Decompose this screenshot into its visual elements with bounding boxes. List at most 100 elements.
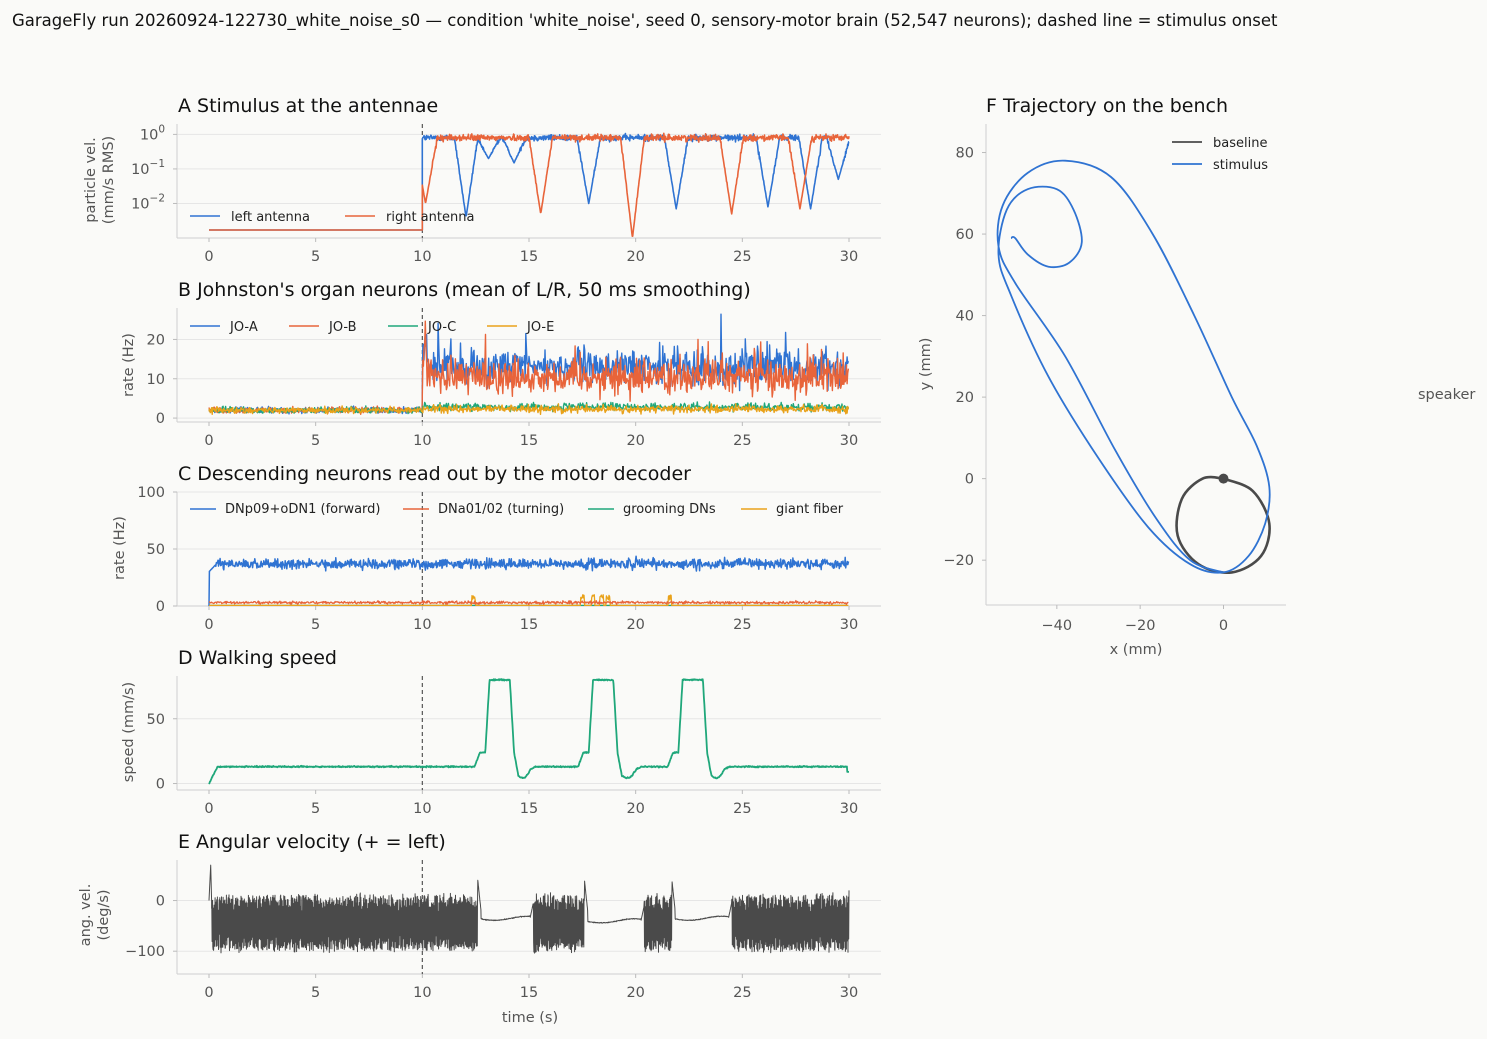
panel-d-xtick-label: 30 [840, 801, 858, 817]
panel-b-legend-label: JO-C [427, 320, 456, 335]
panel-e-xtick-label: 0 [204, 985, 213, 1001]
panel-f-ytick-label: 80 [956, 146, 974, 162]
panel-a-title: A Stimulus at the antennae [178, 95, 438, 117]
panel-a-ytick-label: 100 [140, 123, 165, 143]
panel-a-ylabel-line1: particle vel. [83, 137, 99, 222]
panel-d-xtick-label: 10 [413, 801, 431, 817]
panel-d-xtick-label: 15 [520, 801, 538, 817]
panel-f-start-marker [1218, 473, 1229, 484]
panel-c-legend-label: giant fiber [776, 502, 844, 517]
panel-b-ytick-label: 10 [147, 372, 165, 388]
panel-f-series-stimulus [996, 159, 1271, 574]
panel-b-legend-label: JO-A [229, 320, 258, 335]
panel-e-xlabel: time (s) [502, 1010, 558, 1026]
speaker-annotation: speaker [1418, 387, 1475, 403]
panel-b-ytick-label: 0 [156, 411, 165, 427]
panel-c-legend-label: grooming DNs [623, 502, 716, 517]
panel-c-legend-label: DNa01/02 (turning) [438, 502, 564, 517]
panel-f-ytick-label: 40 [956, 309, 974, 325]
panel-c-title: C Descending neurons read out by the mot… [178, 463, 691, 485]
panel-b-xtick-label: 10 [413, 433, 431, 449]
panel-e-angular-velocity: E Angular velocity (+ = left) ang. vel. … [78, 831, 881, 1026]
panel-f-title: F Trajectory on the bench [986, 95, 1228, 117]
panel-f-xtick-label: 0 [1219, 618, 1228, 634]
panel-c-legend-label: DNp09+oDN1 (forward) [225, 502, 381, 517]
panel-c-ytick-label: 100 [137, 485, 165, 501]
panel-b-xtick-label: 15 [520, 433, 538, 449]
panel-c-series-giant-fiber [208, 594, 849, 607]
panel-c-series-turning [208, 599, 849, 606]
panel-b-legend-label: JO-B [328, 320, 357, 335]
panel-a-xtick-label: 5 [311, 249, 320, 265]
panel-d-xtick-label: 0 [204, 801, 213, 817]
panel-e-xtick-label: 15 [520, 985, 538, 1001]
panel-c-xtick-label: 15 [520, 617, 538, 633]
panel-c-ylabel: rate (Hz) [112, 516, 128, 580]
panel-f-ytick-label: 20 [956, 390, 974, 406]
panel-e-xtick-label: 5 [311, 985, 320, 1001]
panel-b-johnstons-organ: B Johnston's organ neurons (mean of L/R,… [121, 279, 881, 449]
panel-f-series-baseline [1175, 475, 1271, 574]
panel-e-title: E Angular velocity (+ = left) [178, 831, 446, 853]
panel-b-ytick-label: 20 [147, 332, 165, 348]
panel-a-series-left-antenna [209, 132, 850, 231]
panel-b-legend-label: JO-E [526, 320, 554, 335]
panel-d-ytick-label: 50 [147, 712, 165, 728]
panel-b-ylabel: rate (Hz) [121, 333, 137, 397]
panel-b-xtick-label: 25 [733, 433, 751, 449]
panel-f-ylabel: y (mm) [918, 338, 934, 391]
panel-c-xtick-label: 5 [311, 617, 320, 633]
panel-a-xtick-label: 15 [520, 249, 538, 265]
panel-b-series-jo-e [208, 403, 850, 415]
panel-e-ytick-label: 0 [156, 894, 165, 910]
panel-c-xtick-label: 10 [413, 617, 431, 633]
panel-e-xtick-label: 30 [840, 985, 858, 1001]
panel-d-series-walking-speed [208, 678, 850, 785]
figure-suptitle: GarageFly run 20260924-122730_white_nois… [12, 11, 1278, 31]
panel-b-xtick-label: 5 [311, 433, 320, 449]
panel-f-ytick-label: 60 [956, 227, 974, 243]
panel-d-xtick-label: 5 [311, 801, 320, 817]
panel-f-ytick-label: −20 [943, 553, 974, 569]
panel-e-xtick-label: 25 [733, 985, 751, 1001]
panel-f-xlabel: x (mm) [1110, 642, 1163, 658]
panel-d-xtick-label: 25 [733, 801, 751, 817]
panel-f-ytick-label: 0 [965, 472, 974, 488]
panel-d-title: D Walking speed [178, 647, 337, 669]
panel-f-trajectory: F Trajectory on the bench y (mm) x (mm) … [918, 95, 1475, 658]
panel-e-ylabel-line2: (deg/s) [96, 889, 112, 940]
panel-f-xtick-label: −20 [1125, 618, 1156, 634]
panel-b-title: B Johnston's organ neurons (mean of L/R,… [178, 279, 751, 301]
panel-b-xtick-label: 0 [204, 433, 213, 449]
panel-f-legend-label: stimulus [1213, 158, 1268, 173]
panel-e-ylabel-line1: ang. vel. [78, 884, 94, 947]
panel-c-xtick-label: 0 [204, 617, 213, 633]
panel-b-xtick-label: 20 [626, 433, 644, 449]
panel-c-ytick-label: 0 [156, 599, 165, 615]
panel-a-xtick-label: 30 [840, 249, 858, 265]
panel-a-ytick-label: 10−2 [131, 192, 165, 212]
panel-e-series-angular-velocity [208, 864, 850, 954]
panel-a-xtick-label: 10 [413, 249, 431, 265]
panel-d-xtick-label: 20 [626, 801, 644, 817]
panel-a-legend-label: right antenna [386, 210, 474, 225]
panel-f-xtick-label: −40 [1042, 618, 1073, 634]
panel-d-ytick-label: 0 [156, 777, 165, 793]
panel-a-legend-label: left antenna [231, 210, 310, 225]
panel-e-xtick-label: 20 [626, 985, 644, 1001]
panel-a-xtick-label: 25 [733, 249, 751, 265]
panel-c-ytick-label: 50 [147, 542, 165, 558]
panel-a-stimulus: A Stimulus at the antennae particle vel.… [83, 95, 881, 265]
panel-c-xtick-label: 20 [626, 617, 644, 633]
panel-e-ytick-label: −100 [125, 944, 165, 960]
panel-c-series-forward [208, 555, 850, 607]
panel-a-series-right-antenna [209, 132, 850, 237]
panel-b-xtick-label: 30 [840, 433, 858, 449]
panel-d-ylabel: speed (mm/s) [121, 682, 137, 782]
panel-a-ytick-label: 10−1 [131, 158, 165, 178]
panel-d-walking-speed: D Walking speed speed (mm/s) 0 5 10 15 20 25 3… [121, 647, 881, 817]
panel-c-xtick-label: 25 [733, 617, 751, 633]
panel-f-legend-label: baseline [1213, 136, 1267, 151]
panel-c-xtick-label: 30 [840, 617, 858, 633]
